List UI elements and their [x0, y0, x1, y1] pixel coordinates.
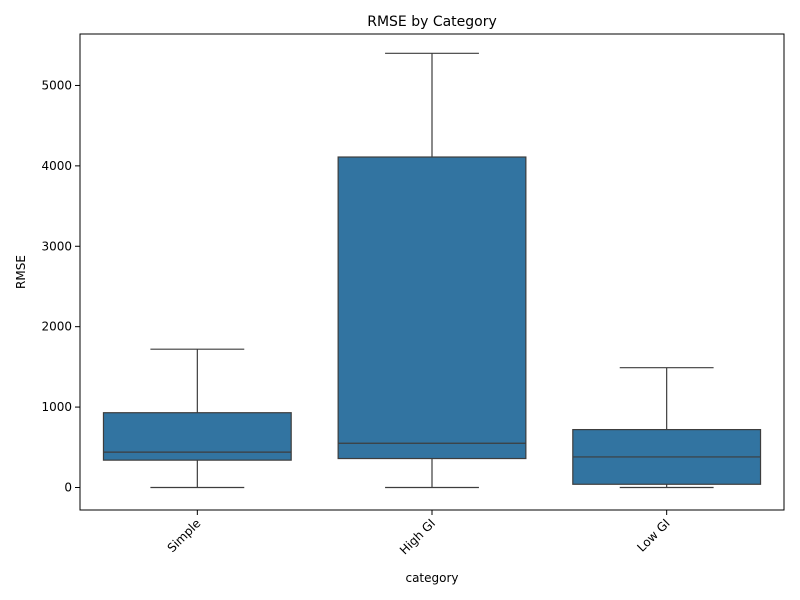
box-simple [102, 348, 292, 489]
y-tick-label: 0 [64, 480, 72, 494]
y-tick-label: 5000 [41, 78, 72, 92]
x-tick-label: Low GI [634, 516, 672, 554]
x-axis-label: category [405, 571, 458, 585]
y-tick-label: 3000 [41, 239, 72, 253]
iqr-box [337, 156, 527, 460]
chart-title: RMSE by Category [367, 14, 497, 30]
y-axis-label: RMSE [14, 255, 28, 289]
y-tick-label: 4000 [41, 159, 72, 173]
iqr-box [102, 412, 292, 461]
x-axis: Simple High GI Low GI [165, 510, 673, 557]
x-tick-label: Simple [165, 516, 204, 555]
y-axis: 0 1000 2000 3000 4000 5000 [41, 78, 80, 494]
y-tick-label: 2000 [41, 320, 72, 334]
y-tick-label: 1000 [41, 400, 72, 414]
x-tick-label: High GI [397, 516, 438, 557]
box-high-gi [337, 52, 527, 489]
plot-area [102, 52, 762, 489]
box-low-gi [572, 367, 762, 489]
